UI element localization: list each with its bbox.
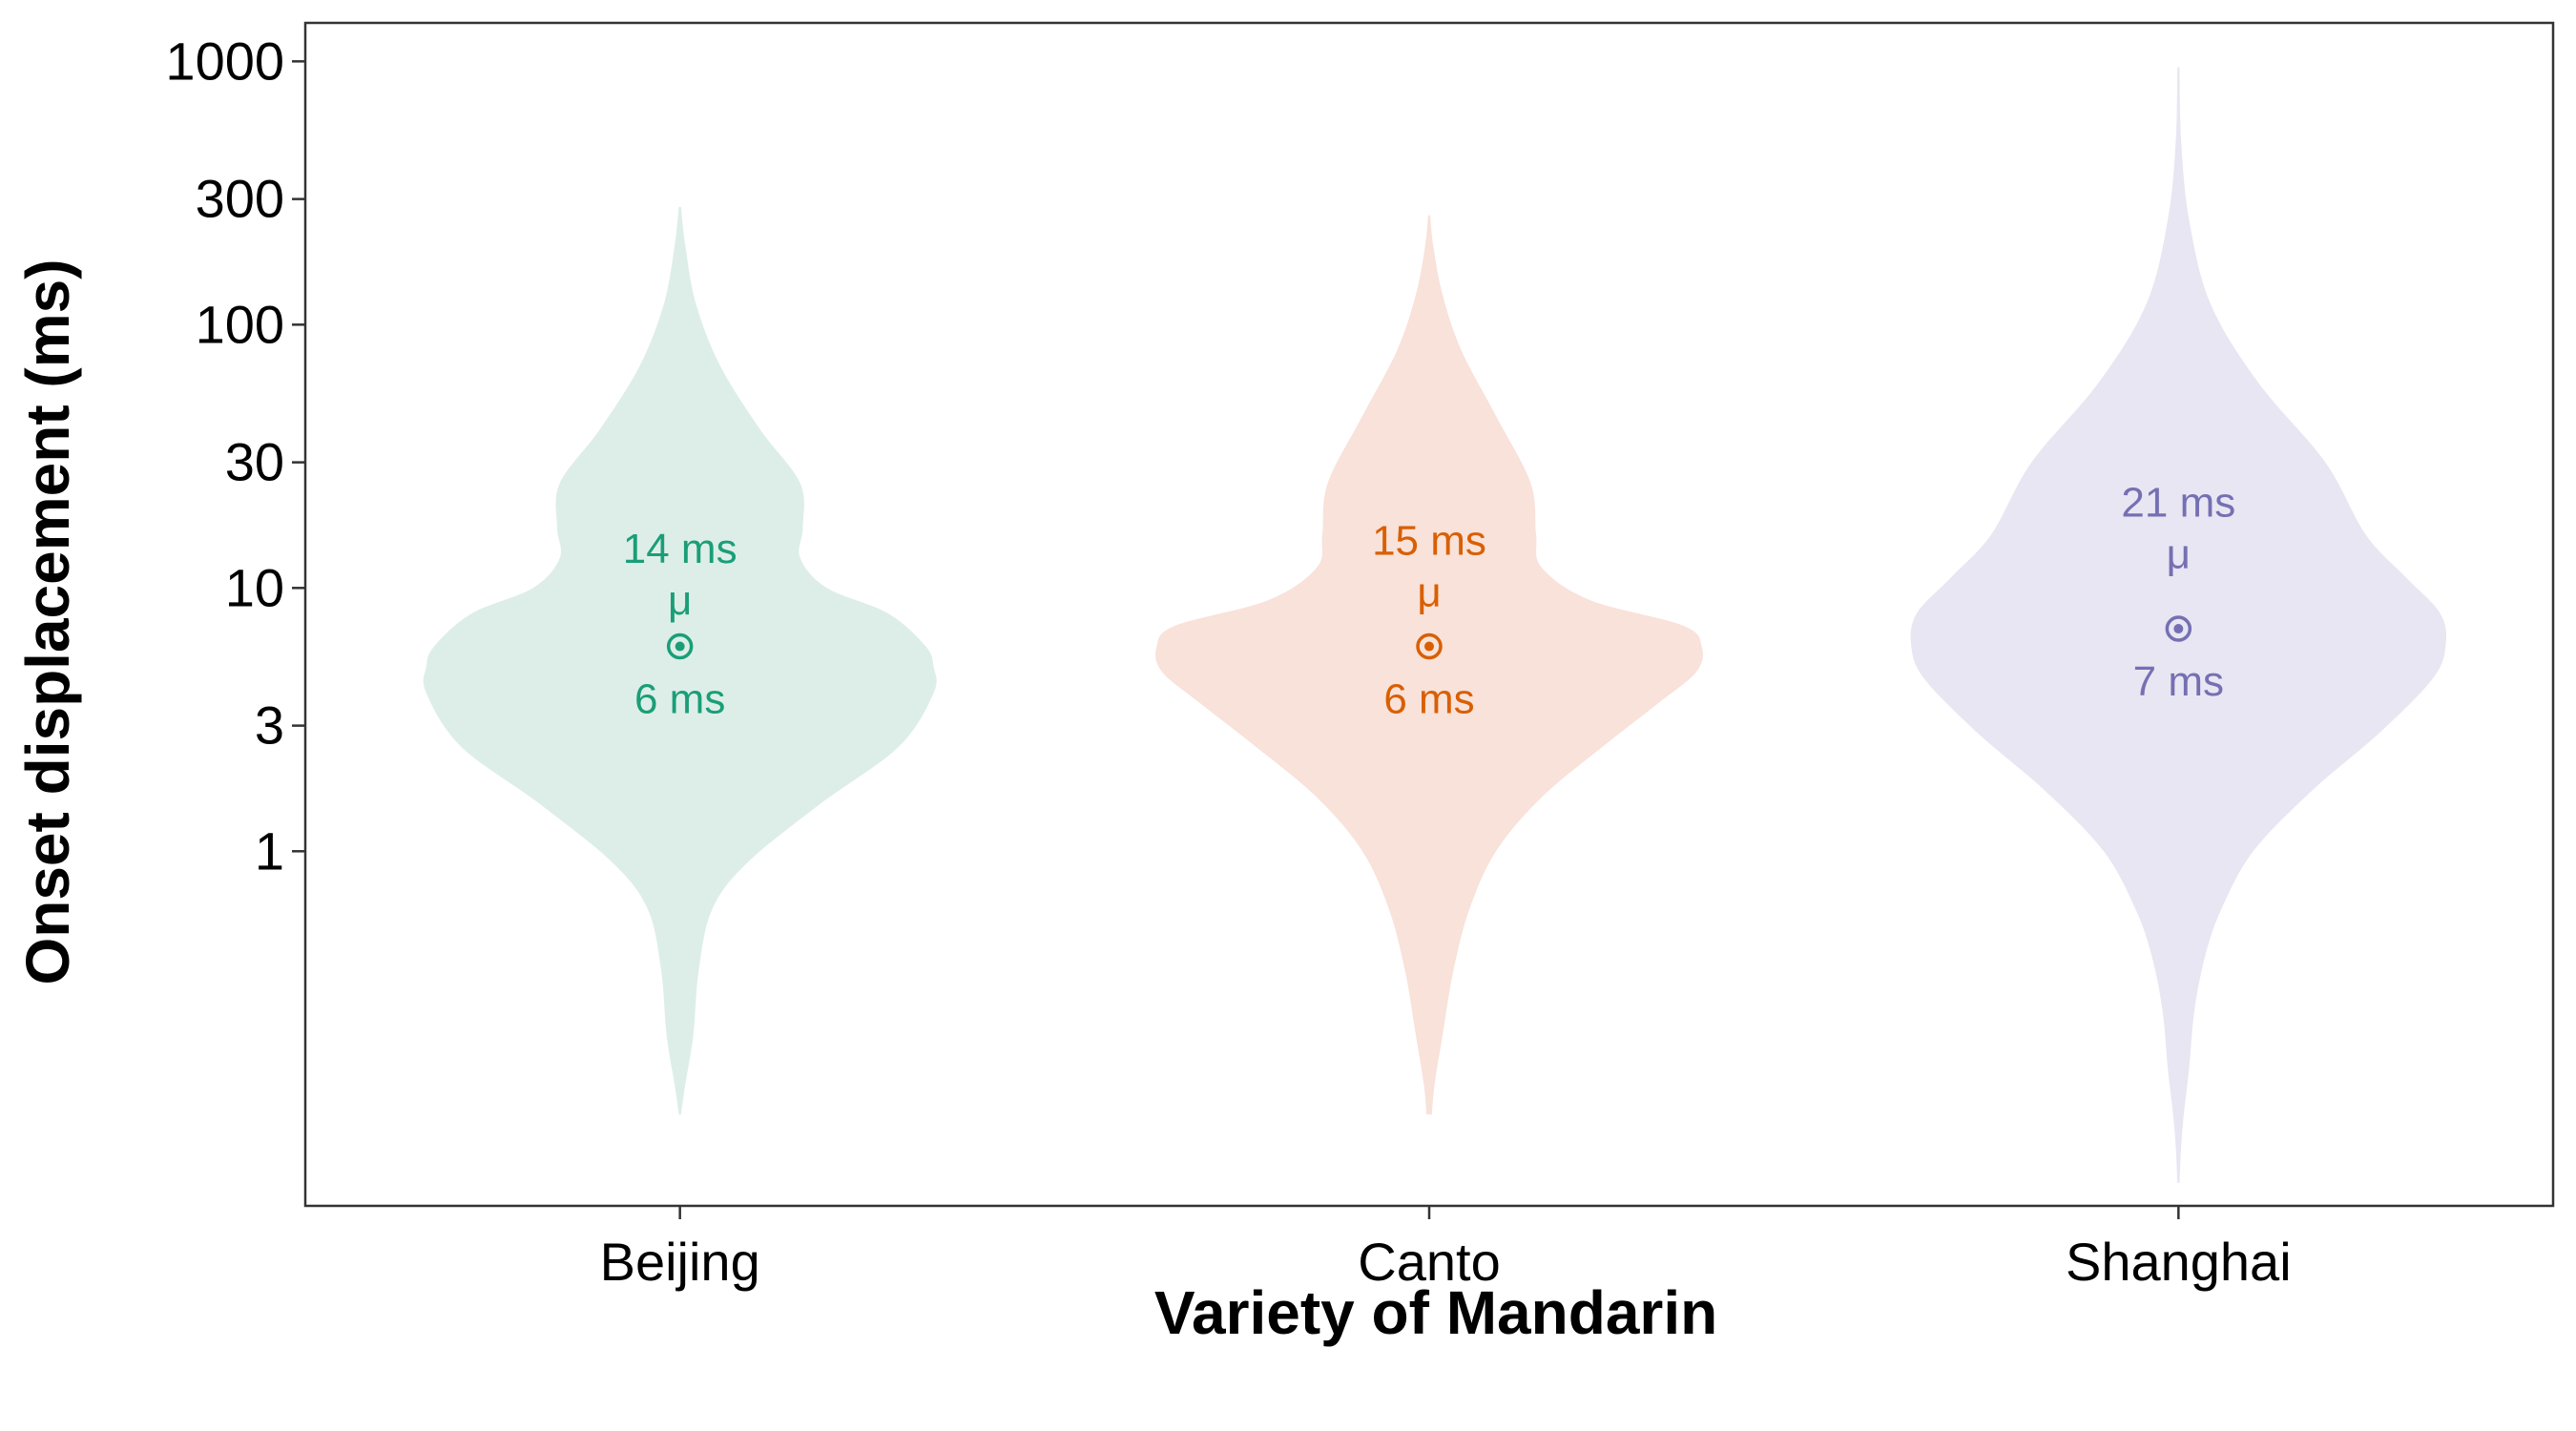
median-marker-shanghai bbox=[2165, 615, 2192, 642]
mean-label-shanghai: 21 ms bbox=[2121, 479, 2235, 526]
x-tick-label: Beijing bbox=[600, 1232, 760, 1292]
median-label-canto: 6 ms bbox=[1383, 676, 1474, 723]
violin-canto bbox=[1155, 215, 1703, 1115]
mean-symbol-shanghai: μ bbox=[2167, 530, 2191, 577]
median-dot-shanghai bbox=[2173, 624, 2184, 634]
x-tick-label: Canto bbox=[1358, 1232, 1500, 1292]
y-axis-title: Onset displacement (ms) bbox=[13, 259, 82, 985]
mean-symbol-beijing: μ bbox=[668, 577, 692, 624]
y-tick-label: 300 bbox=[196, 169, 284, 229]
y-tick-label: 3 bbox=[255, 695, 284, 756]
median-marker-beijing bbox=[666, 633, 694, 660]
y-tick-label: 1000 bbox=[165, 31, 284, 91]
y-tick-label: 30 bbox=[225, 432, 284, 492]
y-axis: 1 3 10 30 100 300 1000 bbox=[165, 31, 305, 881]
mean-label-canto: 15 ms bbox=[1372, 518, 1486, 565]
median-label-beijing: 6 ms bbox=[634, 676, 725, 723]
median-label-shanghai: 7 ms bbox=[2133, 658, 2224, 705]
median-dot-canto bbox=[1424, 641, 1434, 652]
x-axis-title: Variety of Mandarin bbox=[1154, 1278, 1717, 1347]
y-tick-label: 1 bbox=[255, 820, 284, 881]
y-tick-label: 100 bbox=[196, 294, 284, 354]
x-tick-label: Shanghai bbox=[2066, 1232, 2292, 1292]
mean-label-beijing: 14 ms bbox=[623, 526, 737, 572]
mean-symbol-canto: μ bbox=[1417, 570, 1441, 616]
x-axis: Beijing Canto Shanghai bbox=[600, 1206, 2292, 1292]
median-dot-beijing bbox=[675, 641, 685, 652]
median-marker-canto bbox=[1416, 633, 1443, 660]
violin-beijing bbox=[423, 206, 937, 1115]
y-tick-label: 10 bbox=[225, 557, 284, 617]
